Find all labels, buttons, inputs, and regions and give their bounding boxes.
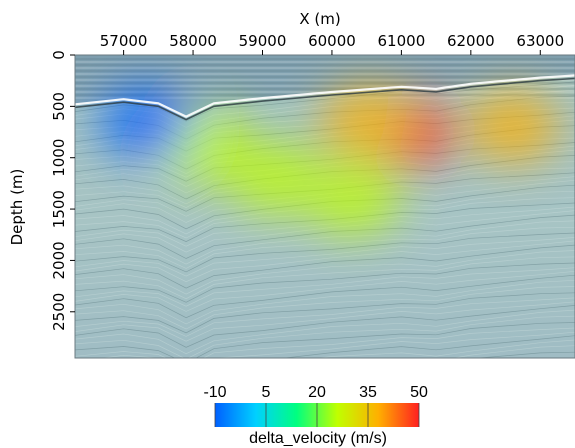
reflector-line <box>75 232 575 273</box>
colorbar-tick-label: -10 <box>203 384 226 401</box>
reflector-line <box>75 327 575 358</box>
reflector-line <box>452 345 575 358</box>
x-tick-label: 61000 <box>378 32 426 50</box>
reflector-line <box>316 339 575 358</box>
x-tick-label: 58000 <box>169 32 217 50</box>
reflector-line <box>75 315 575 358</box>
colorbar-tick-label: 35 <box>359 384 377 401</box>
plot-area <box>75 55 575 358</box>
colorbar-tick-label: 20 <box>308 384 326 401</box>
reflector-line <box>75 226 575 269</box>
reflector-line <box>75 237 575 277</box>
reflector-line <box>75 297 575 337</box>
y-tick-label: 1000 <box>50 139 68 177</box>
x-tick-label: 62000 <box>447 32 495 50</box>
reflector-line <box>75 270 575 312</box>
y-axis: 0 500 1000 1500 2000 2500 <box>50 50 75 331</box>
seafloor-shadow <box>75 77 575 121</box>
y-axis-title: Depth (m) <box>8 169 26 246</box>
reflector-line <box>75 256 575 300</box>
reflector-line <box>75 197 575 239</box>
colorbar-tick-label: 50 <box>410 384 428 401</box>
y-tick-label: 0 <box>50 50 68 60</box>
reflector-line <box>75 279 575 325</box>
reflector-line <box>75 214 575 259</box>
reflector-line <box>75 322 575 358</box>
colorbar-ticks: -10 5 20 35 50 <box>203 384 428 427</box>
x-axis: 57000 58000 59000 60000 61000 62000 63000 <box>100 32 564 55</box>
reflector-line <box>75 210 575 253</box>
reflector-line <box>75 250 575 295</box>
reflector-line <box>75 220 575 265</box>
x-tick-label: 60000 <box>308 32 356 50</box>
reflector-line <box>75 262 575 303</box>
x-tick-label: 63000 <box>516 32 564 50</box>
reflector-line <box>75 274 575 319</box>
velocity-anomaly <box>98 85 191 158</box>
reflector-line <box>281 335 575 358</box>
x-tick-label: 59000 <box>239 32 287 50</box>
velocity-anomaly <box>320 85 413 158</box>
y-tick-label: 1500 <box>50 190 68 228</box>
y-tick-label: 2500 <box>50 293 68 331</box>
colorbar-label: delta_velocity (m/s) <box>249 430 387 447</box>
reflector-line <box>75 309 575 355</box>
reflector-line <box>75 286 575 330</box>
x-axis-title: X (m) <box>299 10 340 28</box>
y-tick-label: 500 <box>50 92 68 121</box>
reflector-line <box>75 244 575 289</box>
velocity-anomaly <box>466 90 559 163</box>
reflector-line <box>75 206 575 247</box>
reflector-line <box>75 240 575 283</box>
reflector-line <box>75 305 575 348</box>
seafloor-reflector <box>75 74 575 118</box>
reflector-line <box>75 292 575 334</box>
velocity-anomaly <box>230 142 323 215</box>
reflector-line <box>75 202 575 242</box>
colorbar: -10 5 20 35 50 delta_velocity (m/s) <box>203 384 428 447</box>
velocity-anomalies <box>98 85 559 235</box>
velocity-anomaly <box>306 162 399 235</box>
colorbar-tick-label: 5 <box>262 384 271 401</box>
reflector-line <box>75 267 575 307</box>
plot-frame <box>74 54 575 359</box>
y-tick-label: 2000 <box>50 241 68 279</box>
reflector-line <box>75 301 575 342</box>
x-tick-label: 57000 <box>100 32 148 50</box>
